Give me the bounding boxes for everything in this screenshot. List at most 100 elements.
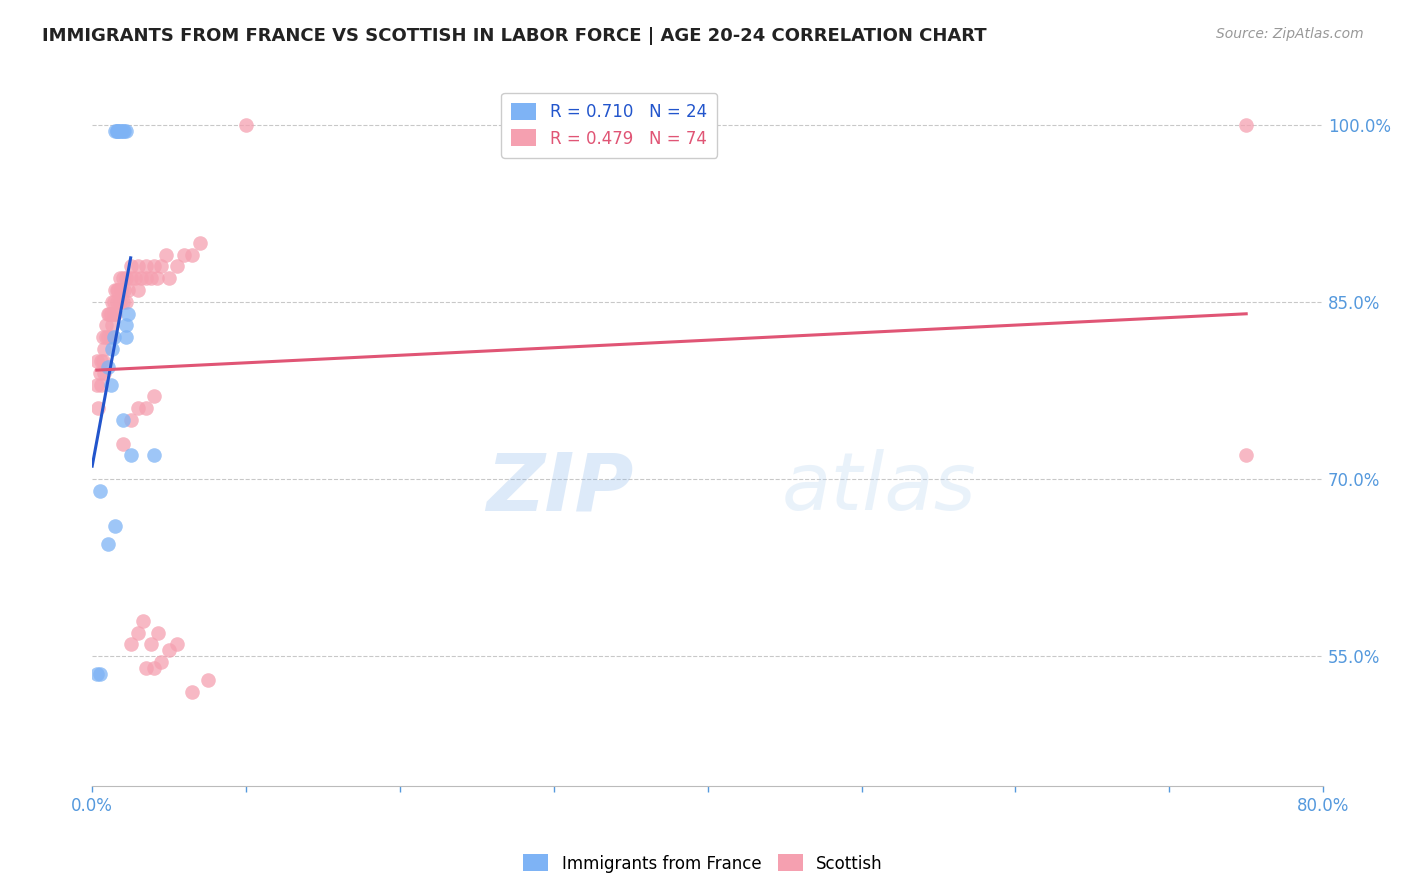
Point: [89, 366, 111, 380]
Point: [135, 401, 157, 416]
Point: [166, 260, 188, 274]
Point: [93, 366, 115, 380]
Point: [105, 123, 128, 137]
Point: [89, 483, 111, 498]
Point: [142, 661, 165, 675]
Point: [86, 667, 108, 681]
Point: [188, 235, 211, 250]
Point: [115, 318, 138, 333]
Point: [135, 271, 157, 285]
Point: [105, 294, 128, 309]
Point: [101, 294, 124, 309]
Point: [108, 294, 131, 309]
Point: [148, 625, 170, 640]
Legend: Immigrants from France, Scottish: Immigrants from France, Scottish: [516, 847, 890, 880]
Point: [142, 260, 165, 274]
Point: [103, 307, 125, 321]
Point: [114, 283, 136, 297]
Point: [111, 123, 134, 137]
Point: [157, 643, 180, 657]
Point: [157, 271, 180, 285]
Legend: R = 0.710   N = 24, R = 0.479   N = 74: R = 0.710 N = 24, R = 0.479 N = 74: [502, 93, 717, 158]
Point: [111, 413, 134, 427]
Point: [94, 318, 117, 333]
Point: [124, 271, 146, 285]
Point: [131, 271, 153, 285]
Point: [120, 637, 142, 651]
Point: [150, 260, 173, 274]
Point: [107, 123, 129, 137]
Point: [104, 123, 127, 137]
Point: [97, 307, 120, 321]
Text: atlas: atlas: [782, 450, 976, 527]
Point: [111, 294, 134, 309]
Point: [127, 401, 149, 416]
Point: [105, 283, 128, 297]
Point: [108, 271, 131, 285]
Point: [139, 637, 162, 651]
Point: [100, 307, 122, 321]
Point: [86, 354, 108, 368]
Point: [181, 684, 204, 698]
Point: [110, 283, 132, 297]
Point: [90, 354, 112, 368]
Point: [127, 283, 149, 297]
Point: [97, 330, 120, 344]
Point: [86, 377, 108, 392]
Point: [139, 271, 162, 285]
Point: [108, 123, 131, 137]
Point: [93, 342, 115, 356]
Point: [115, 294, 138, 309]
Point: [115, 271, 138, 285]
Text: ZIP: ZIP: [486, 450, 634, 527]
Point: [150, 655, 173, 669]
Point: [90, 377, 112, 392]
Point: [101, 318, 124, 333]
Point: [197, 673, 219, 687]
Point: [101, 342, 124, 356]
Point: [98, 307, 121, 321]
Point: [104, 283, 127, 297]
Point: [135, 260, 157, 274]
Point: [142, 449, 165, 463]
Point: [1234, 449, 1257, 463]
Point: [100, 330, 122, 344]
Point: [91, 330, 114, 344]
Point: [114, 123, 136, 137]
Text: Source: ZipAtlas.com: Source: ZipAtlas.com: [1216, 27, 1364, 41]
Point: [120, 271, 142, 285]
Point: [120, 260, 142, 274]
Point: [103, 294, 125, 309]
Point: [107, 283, 129, 297]
Point: [97, 537, 120, 551]
Point: [173, 247, 195, 261]
Point: [142, 389, 165, 403]
Point: [117, 307, 139, 321]
Text: IMMIGRANTS FROM FRANCE VS SCOTTISH IN LABOR FORCE | AGE 20-24 CORRELATION CHART: IMMIGRANTS FROM FRANCE VS SCOTTISH IN LA…: [42, 27, 987, 45]
Point: [105, 123, 128, 137]
Point: [111, 271, 134, 285]
Point: [1234, 118, 1257, 132]
Point: [89, 667, 111, 681]
Point: [166, 637, 188, 651]
Point: [117, 283, 139, 297]
Point: [104, 519, 127, 533]
Point: [100, 377, 122, 392]
Point: [104, 307, 127, 321]
Point: [181, 247, 204, 261]
Point: [146, 271, 169, 285]
Point: [91, 354, 114, 368]
Point: [120, 413, 142, 427]
Point: [111, 436, 134, 450]
Point: [132, 614, 155, 628]
Point: [110, 123, 132, 137]
Point: [87, 401, 110, 416]
Point: [97, 359, 120, 374]
Point: [235, 118, 257, 132]
Point: [115, 123, 138, 137]
Point: [155, 247, 177, 261]
Point: [135, 661, 157, 675]
Point: [94, 330, 117, 344]
Point: [120, 449, 142, 463]
Point: [127, 260, 149, 274]
